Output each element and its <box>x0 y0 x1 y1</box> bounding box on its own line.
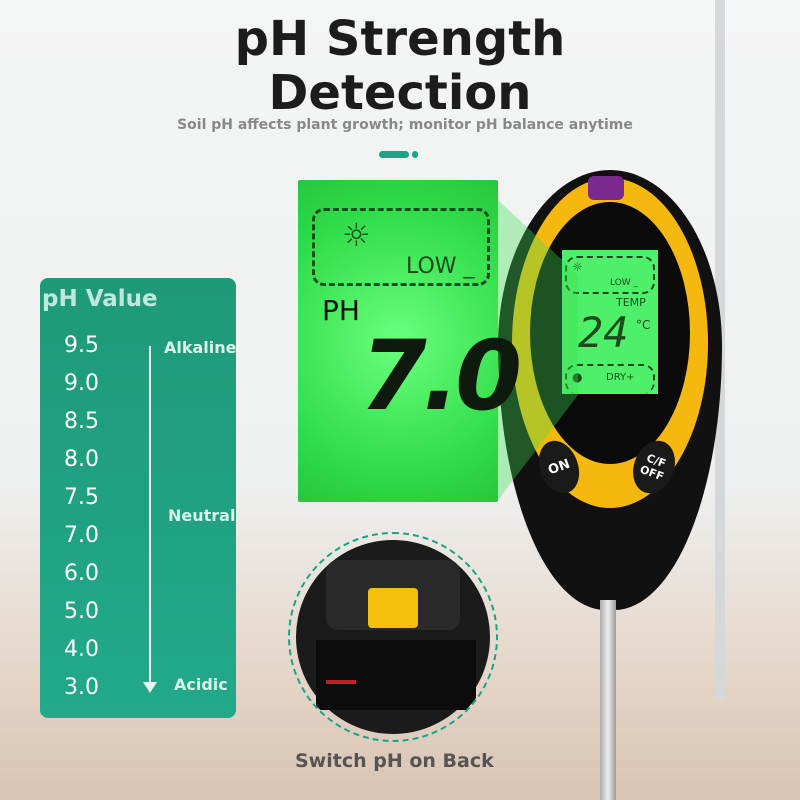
divider-dot <box>412 151 418 158</box>
ph-value: 3.0 <box>64 675 99 700</box>
ph-value: 9.0 <box>64 371 99 396</box>
temp-unit: °C <box>636 318 651 332</box>
sun-icon: ☼ <box>572 260 583 274</box>
ph-value: 8.5 <box>64 409 99 434</box>
ph-label: PH <box>322 294 360 327</box>
lcd-zoom-view: ☼ LOW _ PH 7.0 <box>298 180 522 502</box>
meter-lcd: ☼ LOW _ TEMP 24 °C ● DRY+ <box>562 250 658 394</box>
ph-value: 7.0 <box>64 523 99 548</box>
ph-switch[interactable] <box>368 588 418 628</box>
low-label: LOW _ <box>406 254 475 279</box>
ph-value: 9.5 <box>64 333 99 358</box>
water-drop-icon: ● <box>572 370 583 384</box>
ph-value: 4.0 <box>64 637 99 662</box>
temp-reading: 24 <box>578 308 629 357</box>
panel-title: pH Value <box>42 286 158 312</box>
page-title: pH Strength Detection <box>234 11 566 121</box>
low-label: LOW _ <box>610 278 639 288</box>
ph-value: 8.0 <box>64 447 99 472</box>
label-neutral: Neutral <box>168 506 236 525</box>
sun-icon: ☼ <box>342 216 371 254</box>
arrow-down-icon <box>143 682 157 693</box>
ph-value: 7.5 <box>64 485 99 510</box>
subtitle: Soil pH affects plant growth; monitor pH… <box>177 117 633 133</box>
dry-label: DRY+ <box>606 372 635 383</box>
ph-value: 5.0 <box>64 599 99 624</box>
caption: Switch pH on Back <box>295 750 494 772</box>
label-acidic: Acidic <box>174 675 228 694</box>
ph-value-panel: pH Value 9.5 9.0 8.5 8.0 7.5 7.0 6.0 5.0… <box>40 278 237 718</box>
light-sensor <box>588 176 624 200</box>
scale-arrow <box>149 346 151 686</box>
meter-probe <box>600 600 616 800</box>
back-switch-closeup <box>288 532 498 742</box>
divider-dash <box>379 151 409 158</box>
ph-value: 6.0 <box>64 561 99 586</box>
label-alkaline: Alkaline <box>164 338 237 357</box>
temp-label: TEMP <box>616 296 646 309</box>
ph-reading: 7.0 <box>360 320 522 432</box>
